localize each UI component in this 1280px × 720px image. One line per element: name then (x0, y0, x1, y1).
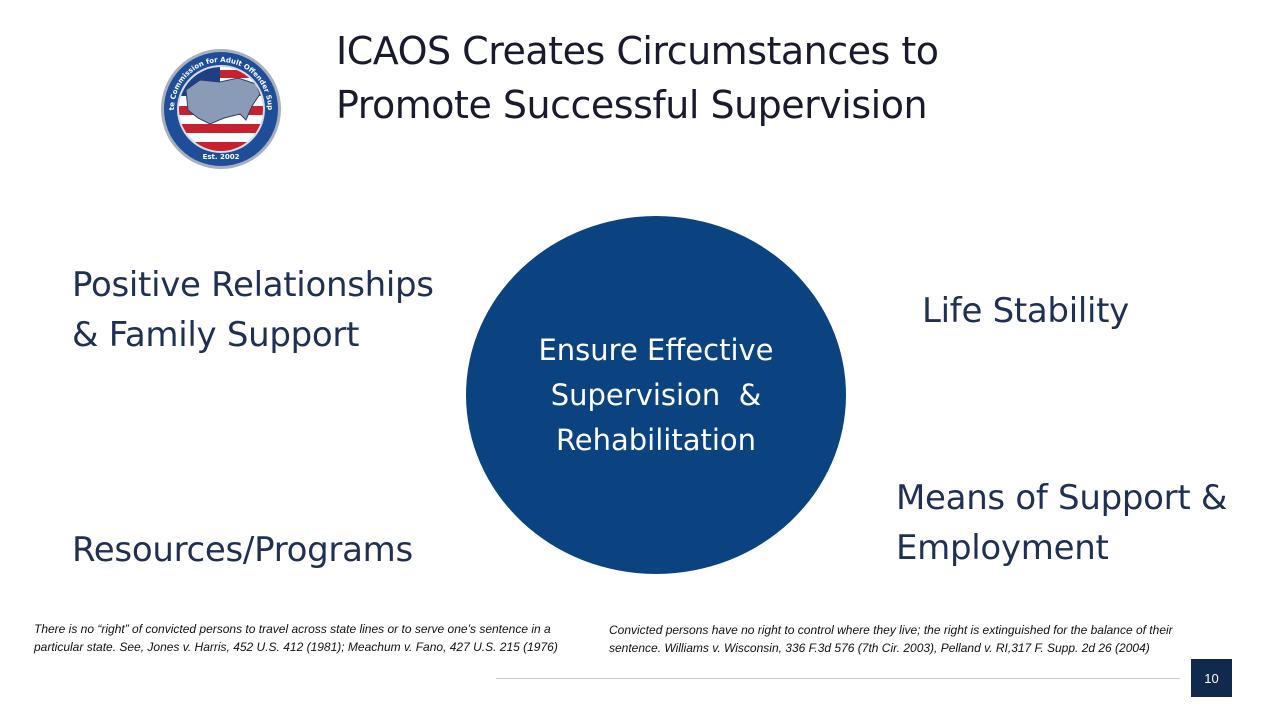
center-line-1: Ensure Effective (538, 332, 774, 367)
page-number-badge: 10 (1191, 659, 1232, 697)
center-line-3: Rehabilitation (555, 422, 757, 457)
pillar-resources: Resources/Programs (72, 525, 413, 575)
center-line-2: Supervision & (550, 377, 762, 412)
pillar-relationships-line-2: & Family Support (72, 315, 360, 355)
pillar-means-line-1: Means of Support & (896, 478, 1228, 518)
pillar-relationships-line-1: Positive Relationships (72, 265, 434, 305)
title-line-2: Promote Successful Supervision (336, 83, 928, 127)
pillar-life-stability: Life Stability (922, 286, 1129, 336)
pillar-resources-line-1: Resources/Programs (72, 530, 413, 570)
title-line-1: ICAOS Creates Circumstances to (336, 29, 939, 73)
svg-text:Est. 2002: Est. 2002 (203, 153, 240, 161)
pillar-means-of-support: Means of Support & Employment (896, 473, 1227, 573)
pillar-relationships: Positive Relationships & Family Support (72, 260, 434, 360)
slide-title: ICAOS Creates Circumstances to Promote S… (336, 24, 1036, 132)
center-circle: Ensure Effective Supervision & Rehabilit… (466, 216, 846, 574)
footnote-right: Convicted persons have no right to contr… (609, 623, 1173, 655)
footer-divider (496, 678, 1180, 679)
pillar-life-stability-line-1: Life Stability (922, 291, 1130, 331)
icaos-seal-logo: Interstate Commission for Adult Offender… (158, 42, 282, 170)
pillar-means-line-2: Employment (896, 528, 1109, 568)
footnote-left: There is no “right” of convicted persons… (34, 622, 558, 654)
